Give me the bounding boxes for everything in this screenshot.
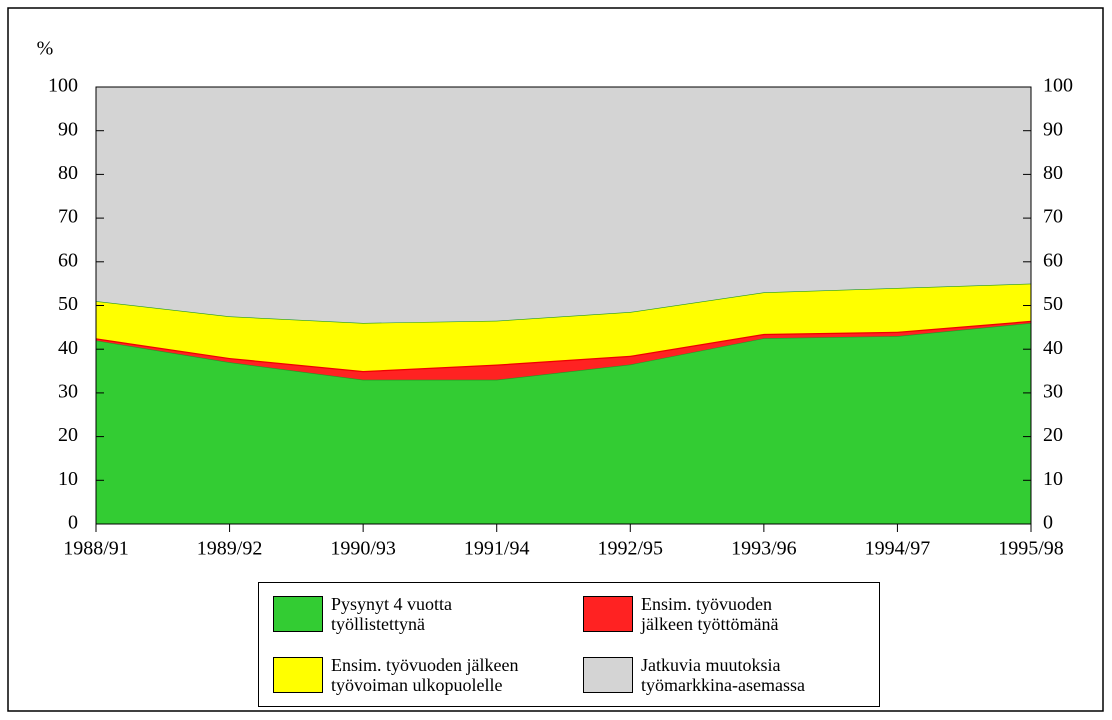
x-tick-label: 1995/98 <box>998 538 1064 560</box>
area <box>96 320 1031 380</box>
y-tick-label: 0 <box>68 512 78 534</box>
y2-tick-label: 50 <box>1043 293 1063 315</box>
x-tick-label: 1992/95 <box>598 538 664 560</box>
x-tick-label: 1989/92 <box>197 538 263 560</box>
legend-label: Jatkuvia muutoksia työmarkkina-asemassa <box>641 654 805 695</box>
y2-tick-label: 10 <box>1043 468 1063 490</box>
area <box>96 322 1031 524</box>
y2-tick-label: 20 <box>1043 424 1063 446</box>
y-tick-label: 100 <box>48 75 78 97</box>
legend-item: Ensim. työvuoden jälkeen työttömänä <box>569 583 879 644</box>
legend-item: Ensim. työvuoden jälkeen työvoiman ulkop… <box>259 644 569 705</box>
legend: Pysynyt 4 vuotta työllistettynä Ensim. ty… <box>258 582 880 707</box>
y-tick-label: 80 <box>58 162 78 184</box>
legend-swatch <box>583 595 633 632</box>
y-tick-label: 20 <box>58 424 78 446</box>
y2-tick-label: 60 <box>1043 249 1063 271</box>
x-tick-label: 1988/91 <box>63 538 129 560</box>
legend-swatch <box>273 656 323 693</box>
y-tick-label: 60 <box>58 249 78 271</box>
area <box>96 87 1031 323</box>
y2-tick-label: 100 <box>1043 75 1073 97</box>
x-tick-label: 1991/94 <box>464 538 530 560</box>
frame <box>7 7 1104 712</box>
legend-swatch <box>273 595 323 632</box>
x-tick-label: 1990/93 <box>330 538 396 560</box>
y2-tick-label: 30 <box>1043 380 1063 402</box>
y-axis-label: % <box>37 38 54 60</box>
legend-item: Jatkuvia muutoksia työmarkkina-asemassa <box>569 644 879 705</box>
y2-tick-label: 40 <box>1043 337 1063 359</box>
y-tick-label: 40 <box>58 337 78 359</box>
x-tick-label: 1994/97 <box>865 538 931 560</box>
y2-tick-label: 70 <box>1043 206 1063 228</box>
legend-label: Ensim. työvuoden jälkeen työttömänä <box>641 593 779 634</box>
y-tick-label: 50 <box>58 293 78 315</box>
legend-label: Ensim. työvuoden jälkeen työvoiman ulkop… <box>331 654 519 695</box>
y-tick-label: 10 <box>58 468 78 490</box>
y-tick-label: 70 <box>58 206 78 228</box>
area <box>96 283 1031 372</box>
y-tick-label: 30 <box>58 380 78 402</box>
y2-tick-label: 80 <box>1043 162 1063 184</box>
y2-tick-label: 0 <box>1043 512 1053 534</box>
x-tick-label: 1993/96 <box>731 538 797 560</box>
y2-tick-label: 90 <box>1043 118 1063 140</box>
legend-item: Pysynyt 4 vuotta työllistettynä <box>259 583 569 644</box>
y-tick-label: 90 <box>58 118 78 140</box>
legend-swatch <box>583 656 633 693</box>
legend-label: Pysynyt 4 vuotta työllistettynä <box>331 593 453 634</box>
